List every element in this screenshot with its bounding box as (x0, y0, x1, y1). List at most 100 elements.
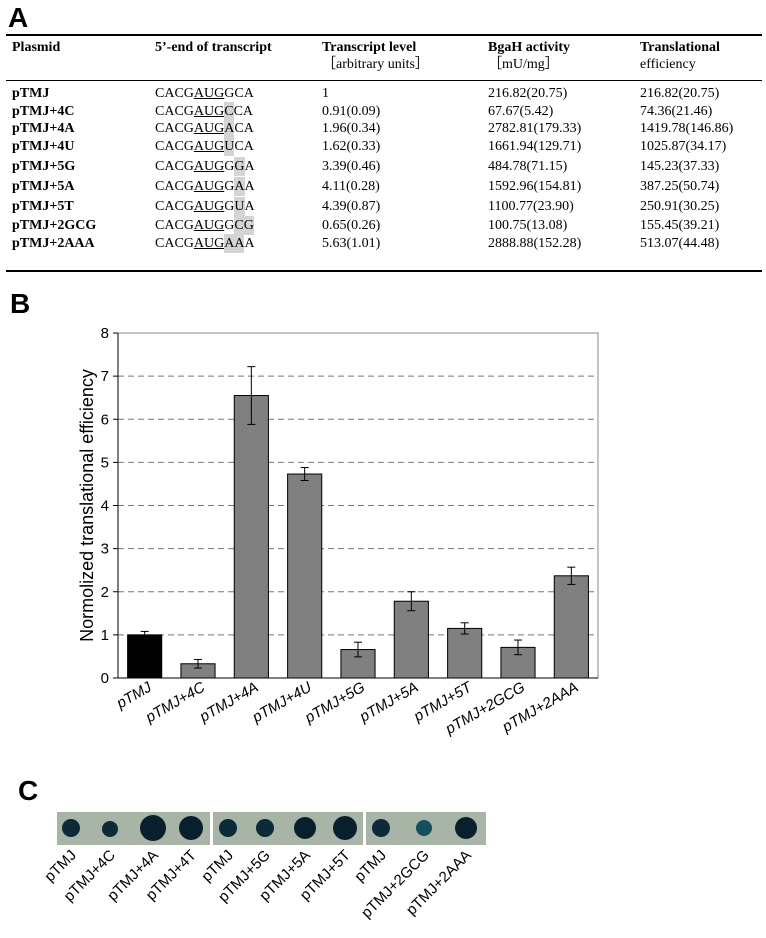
activity-cell: 2782.81(179.33) (488, 121, 582, 136)
x-tick-label: pTMJ+4C (142, 679, 208, 727)
header-cell: ［mU/mg］ (488, 57, 559, 72)
colony-dot (62, 819, 80, 837)
transcript-level-cell: 1.62(0.33) (322, 139, 381, 154)
sequence-segment: AUG (193, 86, 225, 101)
colony-dot (294, 817, 316, 839)
sequence-cell: CACGAUGCCA (155, 102, 254, 121)
table-rule (6, 80, 762, 81)
sequence-segment: CACG (155, 199, 194, 214)
plasmid-cell: pTMJ+2GCG (12, 218, 97, 233)
y-tick-label: 6 (101, 411, 109, 428)
activity-cell: 1592.96(154.81) (488, 179, 582, 194)
activity-cell: 216.82(20.75) (488, 86, 568, 101)
sequence-segment: A (244, 179, 255, 194)
y-tick-label: 4 (101, 498, 109, 515)
sequence-cell: CACGAUGGGA (155, 157, 255, 176)
colony-dot (372, 819, 390, 837)
plasmid-cell: pTMJ+2AAA (12, 236, 95, 251)
transcript-level-cell: 0.91(0.09) (322, 104, 381, 119)
sequence-segment: CA (233, 104, 254, 119)
plasmid-cell: pTMJ+5T (12, 199, 74, 214)
x-tick-label: pTMJ+5G (301, 679, 368, 728)
activity-cell: 484.78(71.15) (488, 159, 568, 174)
sequence-cell: CACGAUGACA (155, 119, 254, 138)
sequence-segment: CACG (155, 139, 194, 154)
sequence-segment: CA (234, 139, 254, 154)
activity-cell: 100.75(13.08) (488, 218, 568, 233)
activity-cell: 67.67(5.42) (488, 104, 554, 119)
transcript-level-cell: 5.63(1.01) (322, 236, 381, 251)
transcript-level-cell: 4.39(0.87) (322, 199, 381, 214)
sequence-segment: CACG (155, 121, 194, 136)
sequence-segment: CG (234, 216, 254, 235)
sequence-segment: AUG (193, 104, 225, 119)
panel-label: B (10, 288, 30, 319)
bar (393, 600, 429, 679)
activity-cell: 1100.77(23.90) (488, 199, 574, 214)
efficiency-cell: 145.23(37.33) (640, 159, 720, 174)
sequence-segment: AA (224, 234, 245, 253)
efficiency-cell: 74.36(21.46) (640, 104, 713, 119)
sequence-segment: AUG (193, 179, 225, 194)
table: Plasmid 5’-end of transcript Transcript le… (0, 0, 766, 290)
x-tick-label: pTMJ+5A (356, 679, 421, 727)
efficiency-cell: 1419.78(146.86) (640, 121, 734, 136)
transcript-level-cell: 0.65(0.26) (322, 218, 381, 233)
sequence-segment: CA (234, 121, 254, 136)
header-cell: 5’-end of transcript (155, 40, 272, 55)
sequence-segment: AUG (193, 218, 225, 233)
sequence-cell: CACGAUGAAA (155, 234, 255, 253)
y-tick-label: 3 (101, 541, 109, 558)
transcript-level-cell: 1.96(0.34) (322, 121, 381, 136)
y-tick-label: 2 (101, 584, 109, 601)
sequence-segment: GCA (224, 86, 254, 101)
bar (447, 627, 483, 679)
y-tick-label: 8 (101, 325, 109, 342)
bar (287, 473, 323, 679)
sequence-segment: CACG (155, 86, 194, 101)
transcript-level-cell: 1 (322, 86, 329, 101)
sequence-segment: U (224, 137, 235, 156)
header-cell: efficiency (640, 57, 696, 72)
header-cell: Plasmid (12, 40, 61, 55)
sequence-cell: CACGAUGUCA (155, 137, 254, 156)
bar (233, 395, 269, 679)
plasmid-cell: pTMJ+4U (12, 139, 75, 154)
colony-dot (179, 816, 203, 840)
panel-label: A (8, 2, 28, 33)
header-cell: Transcript level (322, 40, 417, 55)
sequence-segment: CACG (155, 236, 194, 251)
colony-dot (455, 817, 477, 839)
sequence-segment: AUG (193, 236, 225, 251)
x-tick-label: pTMJ+4U (249, 679, 315, 727)
header-cell: ［arbitrary units］ (322, 57, 429, 72)
colony-dot (140, 815, 166, 841)
bar (127, 634, 163, 679)
table-rule (6, 270, 762, 272)
colony-dot (219, 819, 237, 837)
sequence-segment: G (224, 218, 235, 233)
sequence-cell: CACGAUGGAA (155, 177, 255, 196)
colony-dot (256, 819, 274, 837)
table-rule (6, 34, 762, 36)
bar (553, 575, 589, 679)
sequence-segment: CACG (155, 159, 194, 174)
header-cell: BgaH activity (488, 40, 571, 55)
colony-dot (102, 821, 118, 837)
sequence-cell: CACGAUGGCG (155, 216, 254, 235)
activity-cell: 1661.94(129.71) (488, 139, 582, 154)
sequence-segment: U (234, 197, 245, 216)
sequence-cell: CACGAUGGUA (155, 197, 255, 216)
sequence-segment: C (224, 102, 234, 121)
sequence-segment: AUG (193, 199, 225, 214)
efficiency-cell: 216.82(20.75) (640, 86, 720, 101)
efficiency-cell: 250.91(30.25) (640, 199, 720, 214)
sequence-segment: A (224, 119, 235, 138)
sequence-segment: CACG (155, 104, 194, 119)
y-tick-label: 7 (101, 368, 109, 385)
efficiency-cell: 155.45(39.21) (640, 218, 720, 233)
efficiency-cell: 513.07(44.48) (640, 236, 720, 251)
dot-label: pTMJ (351, 847, 390, 886)
